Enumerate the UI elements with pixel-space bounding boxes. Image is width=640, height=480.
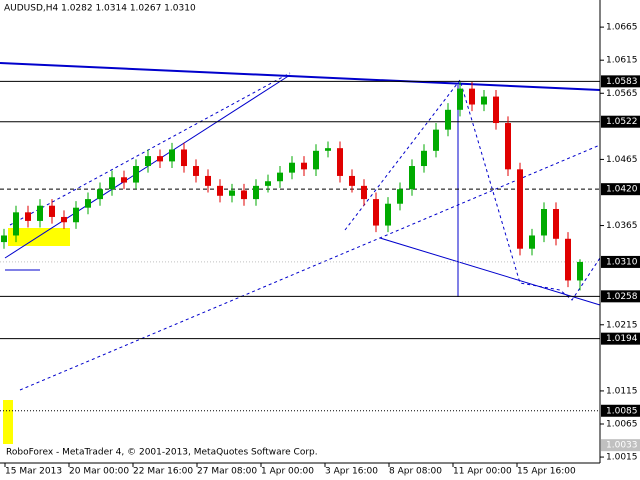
y-tick-label: 1.0115 bbox=[606, 386, 638, 396]
y-tick-label: 1.0615 bbox=[606, 56, 638, 66]
y-tick-label: 1.0465 bbox=[606, 155, 638, 165]
candle-body bbox=[97, 189, 103, 200]
level-label-box bbox=[601, 75, 640, 88]
candle-body bbox=[217, 185, 223, 196]
candle-body bbox=[373, 199, 379, 226]
candle-body bbox=[361, 185, 367, 200]
price-label-box bbox=[601, 255, 640, 268]
candle-body bbox=[481, 96, 487, 105]
candle-body bbox=[493, 96, 499, 124]
chart-title: AUDUSD,H4 1.0282 1.0314 1.0267 1.0310 bbox=[4, 4, 196, 14]
level-label-box bbox=[601, 332, 640, 345]
level-label-box bbox=[601, 115, 640, 128]
y-tick-label: 1.0565 bbox=[606, 89, 638, 99]
candle-body bbox=[565, 238, 571, 281]
footer: RoboForex - MetaTrader 4, © 2001-2013, M… bbox=[6, 448, 318, 458]
candle-body bbox=[385, 203, 391, 226]
candle-body bbox=[13, 212, 19, 236]
candle-body bbox=[313, 150, 319, 170]
candle-body bbox=[577, 261, 583, 281]
candle-body bbox=[541, 209, 547, 236]
level-label: 1.0420 bbox=[606, 185, 638, 195]
candle-body bbox=[121, 177, 127, 183]
level-label-box bbox=[601, 290, 640, 303]
candle-body bbox=[337, 148, 343, 176]
candle-body bbox=[157, 156, 163, 162]
candle-body bbox=[37, 205, 43, 221]
x-tick-label: 22 Mar 16:00 bbox=[133, 467, 193, 477]
candle-body bbox=[301, 162, 307, 170]
level-label: 1.0258 bbox=[606, 292, 638, 302]
candle-body bbox=[277, 172, 283, 182]
candle-body bbox=[85, 199, 91, 208]
level-label-box bbox=[601, 404, 640, 417]
candle-body bbox=[289, 162, 295, 173]
candle-body bbox=[49, 205, 55, 217]
candle-body bbox=[229, 190, 235, 196]
candle-body bbox=[133, 166, 139, 183]
candle-body bbox=[265, 181, 271, 186]
highlight-box bbox=[8, 228, 70, 246]
x-tick-label: 15 Mar 2013 bbox=[5, 467, 62, 477]
candle-body bbox=[505, 123, 511, 170]
candle-body bbox=[529, 235, 535, 249]
candle-body bbox=[469, 88, 475, 105]
y-tick-label: 1.0665 bbox=[606, 23, 638, 33]
candle-body bbox=[181, 149, 187, 167]
candle-body bbox=[193, 166, 199, 176]
level-label: 1.0033 bbox=[606, 441, 638, 451]
candle-body bbox=[109, 177, 115, 190]
candle-body bbox=[457, 88, 463, 110]
highlight-box bbox=[3, 400, 13, 444]
candle-body bbox=[517, 169, 523, 249]
level-label-box bbox=[601, 439, 640, 452]
y-tick-label: 1.0215 bbox=[606, 320, 638, 330]
y-tick-label: 1.0065 bbox=[606, 419, 638, 429]
candle-body bbox=[409, 166, 415, 190]
candle-body bbox=[1, 235, 7, 243]
trendline bbox=[379, 237, 601, 306]
x-tick-label: 15 Apr 16:00 bbox=[517, 467, 576, 477]
candle-body bbox=[145, 156, 151, 167]
level-label: 1.0085 bbox=[606, 406, 638, 416]
candle-body bbox=[241, 190, 247, 200]
y-tick-label: 1.0015 bbox=[606, 453, 638, 463]
candle-body bbox=[349, 175, 355, 186]
candle-body bbox=[25, 212, 31, 221]
level-label-box bbox=[601, 183, 640, 196]
candle-body bbox=[553, 209, 559, 239]
x-tick-label: 3 Apr 16:00 bbox=[325, 467, 378, 477]
x-tick-label: 27 Mar 08:00 bbox=[197, 467, 257, 477]
level-label: 1.0194 bbox=[606, 334, 638, 344]
channel-line bbox=[19, 144, 601, 391]
y-tick-label: 1.0365 bbox=[606, 221, 638, 231]
candle-body bbox=[73, 207, 79, 223]
x-tick-label: 8 Apr 08:00 bbox=[389, 467, 442, 477]
channel-line bbox=[9, 72, 291, 226]
candle-body bbox=[61, 216, 67, 223]
x-tick-label: 1 Apr 00:00 bbox=[261, 467, 314, 477]
candle-body bbox=[433, 129, 439, 151]
level-label: 1.0522 bbox=[606, 117, 638, 127]
candle-body bbox=[325, 148, 331, 151]
candle-body bbox=[397, 189, 403, 204]
candle-body bbox=[445, 109, 451, 130]
trendline bbox=[0, 62, 601, 91]
candle-body bbox=[205, 175, 211, 186]
forecast-path bbox=[344, 78, 601, 301]
level-label: 1.0583 bbox=[606, 77, 638, 87]
candle-body bbox=[253, 185, 259, 200]
candle-body bbox=[169, 149, 175, 162]
price-label: 1.0310 bbox=[606, 257, 638, 267]
candle-body bbox=[421, 150, 427, 167]
x-tick-label: 11 Apr 00:00 bbox=[453, 467, 512, 477]
x-tick-label: 20 Mar 00:00 bbox=[69, 467, 129, 477]
